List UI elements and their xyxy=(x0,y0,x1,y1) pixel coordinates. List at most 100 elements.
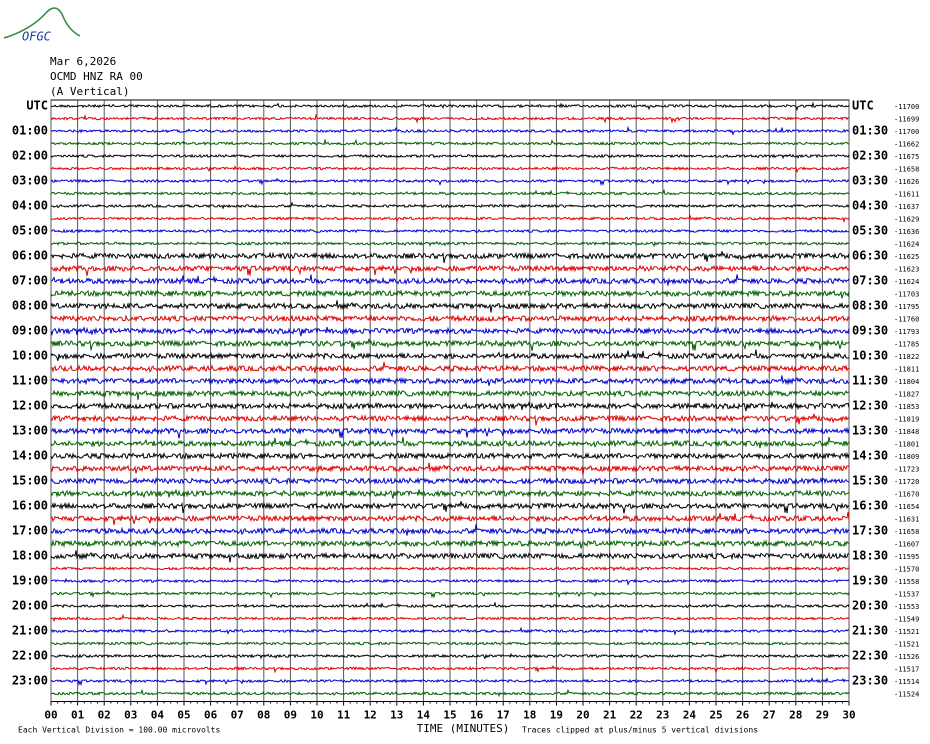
trace-offset: -11553 xyxy=(894,603,919,611)
right-time-label: 23:30 xyxy=(852,674,888,688)
left-time-label: 23:00 xyxy=(12,674,48,688)
x-tick-label: 11 xyxy=(337,709,351,722)
trace xyxy=(50,289,850,299)
trace xyxy=(50,565,850,573)
trace-offset: -11658 xyxy=(894,528,919,536)
x-tick-label: 17 xyxy=(497,709,510,722)
right-time-label: 09:30 xyxy=(852,324,888,338)
right-time-label: 15:30 xyxy=(852,474,888,488)
trace xyxy=(50,389,850,400)
title-line: OCMD HNZ RA 00 xyxy=(50,70,143,83)
trace-offset: -11595 xyxy=(894,553,919,561)
trace-offset: -11658 xyxy=(894,166,919,174)
trace xyxy=(50,401,850,412)
trace xyxy=(50,426,850,439)
right-time-label: 01:30 xyxy=(852,124,888,138)
trace-offset: -11700 xyxy=(894,128,919,136)
left-time-label: 22:00 xyxy=(12,649,48,663)
left-time-label: 07:00 xyxy=(12,274,48,288)
x-tick-label: 22 xyxy=(630,709,643,722)
left-time-label: 14:00 xyxy=(12,449,48,463)
trace xyxy=(50,626,850,636)
trace-offset: -11801 xyxy=(894,441,919,449)
x-tick-label: 03 xyxy=(124,709,137,722)
x-tick-label: 12 xyxy=(364,709,377,722)
trace xyxy=(50,688,850,698)
left-time-label: 21:00 xyxy=(12,624,48,638)
left-time-label: 10:00 xyxy=(12,349,48,363)
title-line: Mar 6,2026 xyxy=(50,55,116,68)
left-time-label: 12:00 xyxy=(12,399,48,413)
trace-offset: -11700 xyxy=(894,103,919,111)
x-tick-label: 14 xyxy=(417,709,431,722)
trace-offset: -11853 xyxy=(894,403,919,411)
trace-offset: -11526 xyxy=(894,653,919,661)
trace-offset: -11636 xyxy=(894,228,919,236)
trace xyxy=(50,451,850,461)
trace-offset: -11521 xyxy=(894,641,919,649)
trace-offset: -11819 xyxy=(894,416,919,424)
left-time-label: UTC xyxy=(26,99,48,113)
trace-offset: -11537 xyxy=(894,591,919,599)
trace xyxy=(50,577,850,586)
right-time-label: 03:30 xyxy=(852,174,888,188)
trace xyxy=(50,101,850,112)
trace-offset: -11760 xyxy=(894,316,919,324)
right-time-label: 20:30 xyxy=(852,599,888,613)
x-tick-label: 28 xyxy=(789,709,802,722)
left-time-label: 19:00 xyxy=(12,574,48,588)
trace-offset: -11723 xyxy=(894,466,919,474)
x-tick-label: 00 xyxy=(44,709,57,722)
trace-offset: -11827 xyxy=(894,391,919,399)
logo: OFGC xyxy=(22,30,52,44)
x-tick-label: 04 xyxy=(151,709,165,722)
trace-offset: -11558 xyxy=(894,578,919,586)
left-time-label: 15:00 xyxy=(12,474,48,488)
trace xyxy=(50,641,850,646)
trace-offset: -11637 xyxy=(894,203,919,211)
left-time-label: 06:00 xyxy=(12,249,48,263)
x-tick-label: 26 xyxy=(736,709,750,722)
trace-offset: -11699 xyxy=(894,116,919,124)
trace xyxy=(50,338,850,351)
x-tick-label: 20 xyxy=(576,709,589,722)
x-tick-label: 29 xyxy=(816,709,829,722)
x-tick-label: 27 xyxy=(763,709,776,722)
x-tick-label: 08 xyxy=(257,709,270,722)
left-time-label: 04:00 xyxy=(12,199,48,213)
right-time-label: 02:30 xyxy=(852,149,888,163)
right-time-label: 11:30 xyxy=(852,374,888,388)
trace xyxy=(50,665,850,674)
x-tick-label: 23 xyxy=(656,709,669,722)
right-time-label: 08:30 xyxy=(852,299,888,313)
x-tick-label: 19 xyxy=(550,709,563,722)
trace-offset: -11804 xyxy=(894,378,919,386)
trace xyxy=(50,501,850,514)
left-time-label: 11:00 xyxy=(12,374,48,388)
trace-offset: -11675 xyxy=(894,153,919,161)
x-tick-label: 21 xyxy=(603,709,617,722)
trace xyxy=(50,613,850,623)
x-tick-label: 24 xyxy=(683,709,697,722)
trace xyxy=(50,214,850,224)
trace xyxy=(50,539,850,549)
trace xyxy=(50,138,850,146)
trace-offset: -11631 xyxy=(894,516,919,524)
trace xyxy=(50,228,850,234)
trace xyxy=(50,436,850,449)
logo-mark xyxy=(3,7,81,39)
trace xyxy=(50,349,850,361)
right-time-label: 14:30 xyxy=(852,449,888,463)
trace-offset: -11629 xyxy=(894,216,919,224)
x-tick-label: 25 xyxy=(709,709,722,722)
x-tick-label: 01 xyxy=(71,709,85,722)
right-time-label: 21:30 xyxy=(852,624,888,638)
trace-offset: -11570 xyxy=(894,566,919,574)
x-tick-label: 07 xyxy=(231,709,244,722)
x-tick-label: 02 xyxy=(98,709,111,722)
trace xyxy=(50,300,850,313)
trace-offset: -11625 xyxy=(894,253,919,261)
right-time-label: 12:30 xyxy=(852,399,888,413)
right-time-label: 18:30 xyxy=(852,549,888,563)
